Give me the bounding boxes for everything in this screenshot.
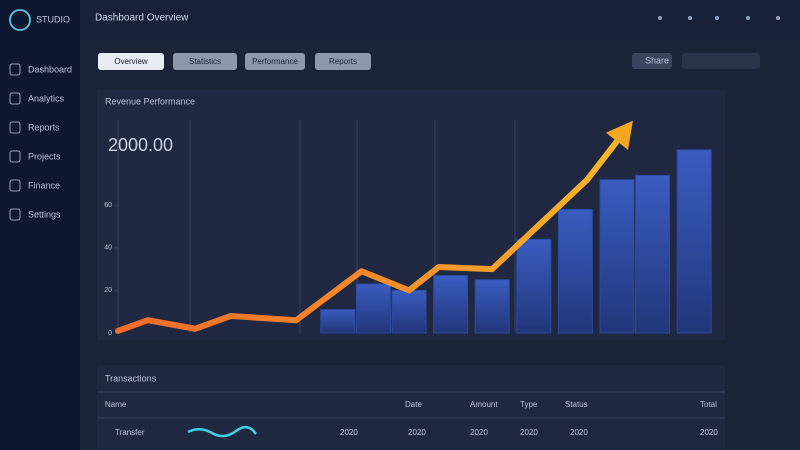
tab-label: Statistics xyxy=(189,57,221,66)
table-cell: 2020 xyxy=(700,428,718,437)
logo-icon xyxy=(9,9,31,31)
bar xyxy=(355,283,391,334)
bar xyxy=(557,208,593,334)
menu-item[interactable]: Finance xyxy=(28,180,60,190)
y-tick-label: 20 xyxy=(104,287,112,294)
bar xyxy=(516,238,552,334)
bar xyxy=(676,149,712,334)
logo: STUDIO xyxy=(36,14,70,24)
table-title: Transactions xyxy=(105,373,157,383)
chart-title: Revenue Performance xyxy=(105,96,195,106)
page-title: Dashboard Overview xyxy=(95,13,189,24)
table-header: Total xyxy=(700,400,717,409)
bar xyxy=(320,309,356,334)
top-bar xyxy=(80,0,800,40)
tab[interactable] xyxy=(245,53,305,70)
tab-label: Overview xyxy=(114,57,148,66)
menu-item[interactable]: Projects xyxy=(28,151,61,161)
tab-label: Performance xyxy=(252,57,298,66)
table-cell: 2020 xyxy=(470,428,488,437)
tab-label: Reports xyxy=(329,57,357,66)
bar xyxy=(635,174,671,334)
menu-item[interactable]: Reports xyxy=(28,122,60,132)
menu-item[interactable]: Analytics xyxy=(28,93,65,103)
menu-item[interactable]: Dashboard xyxy=(28,64,72,74)
bar xyxy=(599,179,635,334)
tab[interactable] xyxy=(173,53,237,70)
table-cell: 2020 xyxy=(520,428,538,437)
y-tick-label: 0 xyxy=(108,330,112,337)
share-button[interactable] xyxy=(632,53,672,69)
menu-icon xyxy=(9,63,21,76)
arrow-head xyxy=(605,120,633,150)
bar xyxy=(474,279,510,334)
y-tick-label: 40 xyxy=(104,245,112,252)
table-cell: 2020 xyxy=(570,428,588,437)
toolbar[interactable] xyxy=(682,53,760,69)
menu-icon xyxy=(9,150,21,163)
sparkline xyxy=(187,425,258,438)
trend-line xyxy=(115,138,620,334)
menu-icon xyxy=(9,92,21,105)
menu-icon xyxy=(9,121,21,134)
table-panel xyxy=(97,365,725,450)
bar xyxy=(433,274,469,334)
share-label: Share xyxy=(645,55,669,65)
table-header: Status xyxy=(565,400,588,409)
table-cell: 2020 xyxy=(340,428,358,437)
table-header: Date xyxy=(405,400,422,409)
tab[interactable] xyxy=(315,53,371,70)
table-header: Name xyxy=(105,400,127,409)
y-tick-label: 60 xyxy=(104,202,112,209)
table-cell: 2020 xyxy=(408,428,426,437)
headline-value: 2000.00 xyxy=(108,135,173,155)
top-icons xyxy=(658,16,780,20)
bar xyxy=(391,289,427,334)
menu-icon xyxy=(9,179,21,192)
menu-item[interactable]: Settings xyxy=(28,209,61,219)
menu-icon xyxy=(9,208,21,221)
table-header: Type xyxy=(520,400,538,409)
table-cell: Transfer xyxy=(115,428,145,437)
tab[interactable] xyxy=(98,53,164,70)
table-header: Amount xyxy=(470,400,498,409)
